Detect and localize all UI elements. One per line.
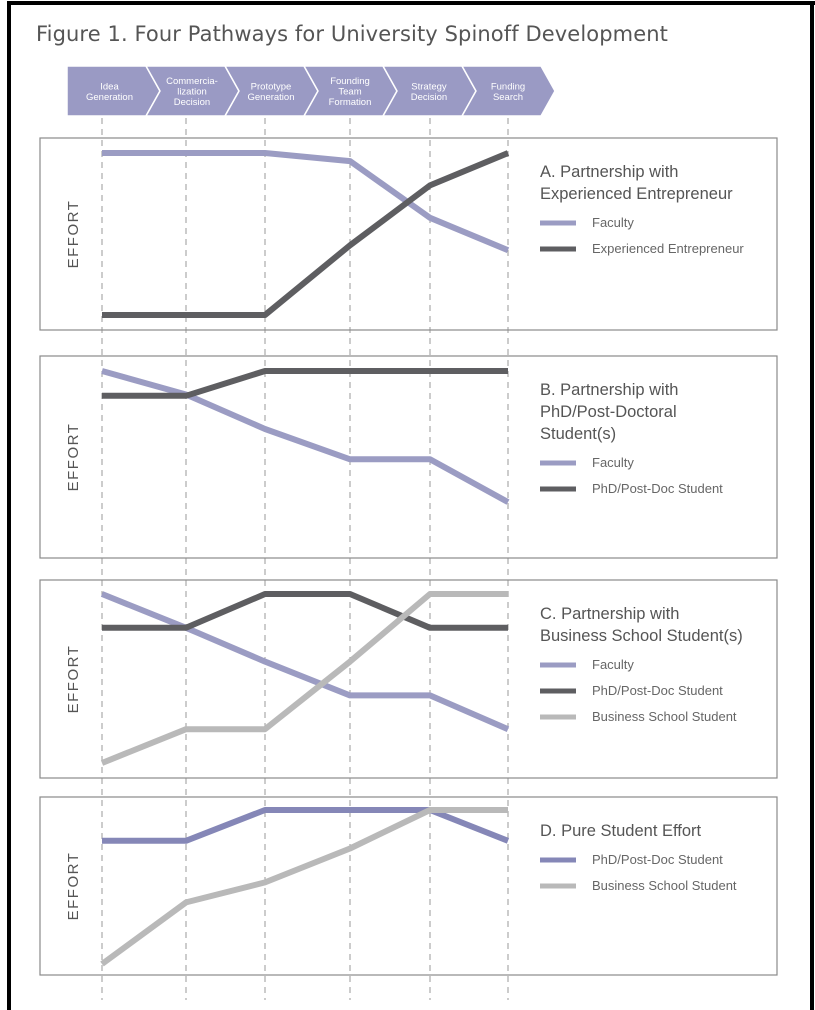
legend-label: Business School Student — [592, 878, 737, 893]
stage-label-line: Funding — [491, 81, 525, 92]
stage-label-line: Decision — [174, 97, 210, 108]
figure-title: Figure 1. Four Pathways for University S… — [36, 22, 668, 46]
panel-title-line: PhD/Post-Doctoral — [540, 403, 677, 421]
stage-label-line: Formation — [329, 97, 372, 108]
series-line-phd-post-doc-student — [102, 368, 508, 399]
stage-label-line: Decision — [411, 92, 447, 103]
legend-label: Faculty — [592, 215, 634, 230]
stage-arrow-shape — [460, 65, 556, 117]
legend-label: PhD/Post-Doc Student — [592, 852, 723, 867]
stage-label-line: Founding — [330, 76, 370, 87]
legend-label: PhD/Post-Doc Student — [592, 481, 723, 496]
series-line-faculty — [100, 591, 510, 732]
panel-title-line: Experienced Entrepreneur — [540, 185, 733, 203]
stage-label-line: Search — [493, 92, 523, 103]
panel-d: EFFORT D. Pure Student Effort PhD/Post-Doc… — [39, 796, 778, 976]
stage-label-line: Generation — [86, 92, 133, 103]
stage-label-line: Prototype — [251, 81, 292, 92]
panel-border — [39, 579, 778, 779]
series-line-business-school-student — [100, 807, 508, 967]
panel-border — [39, 796, 778, 976]
stage-label-line: Team — [338, 87, 361, 98]
legend-label: Experienced Entrepreneur — [592, 241, 744, 256]
series-line-faculty — [101, 368, 510, 505]
legend-label: Faculty — [592, 657, 634, 672]
legend-label: Business School Student — [592, 709, 737, 724]
effort-axis-label: EFFORT — [65, 852, 82, 921]
stage-label-line: Generation — [247, 92, 294, 103]
panel-border — [39, 355, 778, 559]
series-line-phd-post-doc-student — [102, 807, 510, 844]
stage-label-line: Commercia- — [166, 76, 218, 87]
series-line-faculty — [102, 150, 510, 253]
stage-label-line: lization — [177, 87, 207, 98]
panel-b: EFFORT B. Partnership with PhD/Post-Doctor… — [39, 355, 778, 559]
series-line-experienced-entrepreneur — [102, 150, 510, 318]
stage-label-line: Idea — [100, 81, 119, 92]
legend-label: Faculty — [592, 455, 634, 470]
panel-a: EFFORT A. Partnership with Experienced Ent… — [39, 137, 778, 331]
panel-title-line: B. Partnership with — [540, 381, 678, 399]
panel-title-line: C. Partnership with — [540, 605, 679, 623]
series-line-business-school-student — [100, 591, 508, 766]
effort-axis-label: EFFORT — [65, 200, 82, 269]
effort-axis-label: EFFORT — [65, 423, 82, 492]
panel-title-line: D. Pure Student Effort — [540, 822, 702, 840]
series-line-phd-post-doc-student — [102, 591, 508, 631]
panel-border — [39, 137, 778, 331]
panel-title-line: Business School Student(s) — [540, 627, 743, 645]
stage-label-line: Strategy — [411, 81, 447, 92]
legend-label: PhD/Post-Doc Student — [592, 683, 723, 698]
panel-c: EFFORT C. Partnership with Business School… — [39, 579, 778, 779]
panel-title-line: Student(s) — [540, 425, 616, 443]
panel-title-line: A. Partnership with — [540, 163, 678, 181]
effort-axis-label: EFFORT — [65, 645, 82, 714]
